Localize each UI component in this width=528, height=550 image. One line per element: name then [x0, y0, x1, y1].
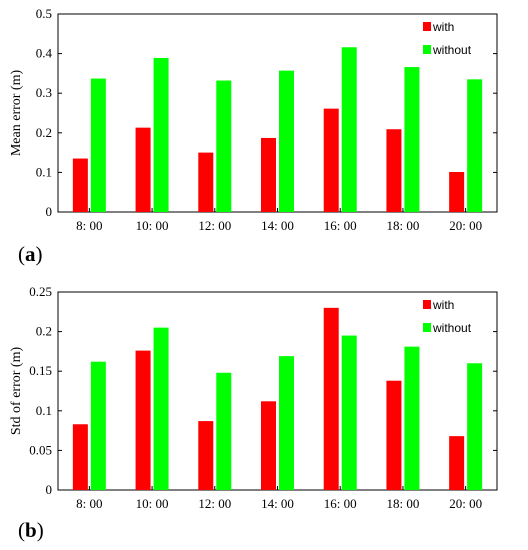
y-tick-label: 0	[46, 204, 53, 219]
x-tick-label: 10: 00	[136, 218, 169, 233]
y-tick-label: 0.1	[36, 164, 52, 179]
bar-with	[323, 108, 339, 212]
panel-label-a: (a)	[18, 242, 43, 266]
bar-with	[198, 421, 214, 490]
bar-without	[404, 346, 420, 490]
bar-with	[135, 127, 151, 212]
bar-with	[72, 424, 88, 490]
y-tick-label: 0.5	[36, 6, 52, 21]
panel-label-b: (b)	[18, 518, 44, 542]
x-tick-label: 10: 00	[136, 496, 169, 511]
bar-without	[90, 361, 106, 490]
bar-without	[279, 356, 294, 490]
legend-swatch-without	[423, 323, 431, 332]
bar-without	[216, 372, 232, 490]
chart-a: 0 0.1 0.2 0.3 0.4 0.5 Mean error (m) 8: 00 10: 0…	[9, 6, 498, 233]
legend-label-with: with	[432, 298, 454, 312]
bar-without	[153, 327, 169, 490]
x-tick-label: 14: 00	[261, 496, 294, 511]
bar-with	[198, 152, 214, 212]
plot-frame	[57, 291, 498, 491]
x-tick-label: 18: 00	[386, 218, 419, 233]
y-tick-label: 0.3	[36, 85, 52, 100]
legend-swatch-without	[423, 45, 431, 54]
y-tick-label: 0.15	[29, 363, 52, 378]
x-tick-label: 8: 00	[76, 496, 102, 511]
legend-label-with: with	[432, 20, 454, 34]
bar-with	[449, 436, 465, 490]
x-tick-label: 12: 00	[198, 218, 231, 233]
x-tick-label: 8: 00	[76, 218, 102, 233]
y-tick-label: 0.2	[36, 324, 52, 339]
bar-with	[386, 380, 402, 490]
bar-without	[341, 335, 357, 490]
bar-without	[279, 70, 294, 213]
chart-b: 0 0.05 0.1 0.15 0.2 0.25 Std of error (m) 8: 00…	[9, 284, 498, 511]
bar-with	[449, 172, 465, 212]
bar-with	[72, 158, 88, 212]
bar-with	[323, 307, 339, 490]
x-tick-label: 14: 00	[261, 218, 294, 233]
legend-swatch-with	[423, 300, 431, 309]
y-tick-label: 0.1	[36, 403, 52, 418]
y-tick-label: 0.4	[36, 46, 53, 61]
bar-without	[341, 47, 357, 212]
bar-with	[261, 401, 276, 490]
x-tick-label: 20: 00	[449, 496, 482, 511]
x-tick-label: 12: 00	[198, 496, 231, 511]
bar-without	[153, 57, 169, 213]
x-tick-label: 20: 00	[449, 218, 482, 233]
y-tick-label: 0.05	[29, 442, 52, 457]
bar-with	[135, 350, 151, 490]
bar-without	[90, 78, 106, 212]
plot-frame	[57, 13, 498, 213]
legend-swatch-with	[423, 22, 431, 31]
legend-label-without: without	[432, 321, 472, 335]
legend-label-without: without	[432, 43, 472, 57]
bar-without	[467, 363, 483, 490]
x-tick-label: 16: 00	[324, 496, 357, 511]
y-tick-label: 0.25	[29, 284, 52, 299]
bar-without	[216, 80, 232, 212]
bar-without	[467, 79, 483, 212]
bar-with	[261, 137, 276, 212]
y-axis-label: Std of error (m)	[9, 347, 24, 436]
y-tick-label: 0	[46, 482, 53, 497]
x-tick-label: 16: 00	[324, 218, 357, 233]
bar-with	[386, 129, 402, 212]
bar-without	[404, 67, 420, 213]
y-tick-label: 0.2	[36, 125, 52, 140]
y-axis-label: Mean error (m)	[9, 70, 24, 157]
x-tick-label: 18: 00	[386, 496, 419, 511]
